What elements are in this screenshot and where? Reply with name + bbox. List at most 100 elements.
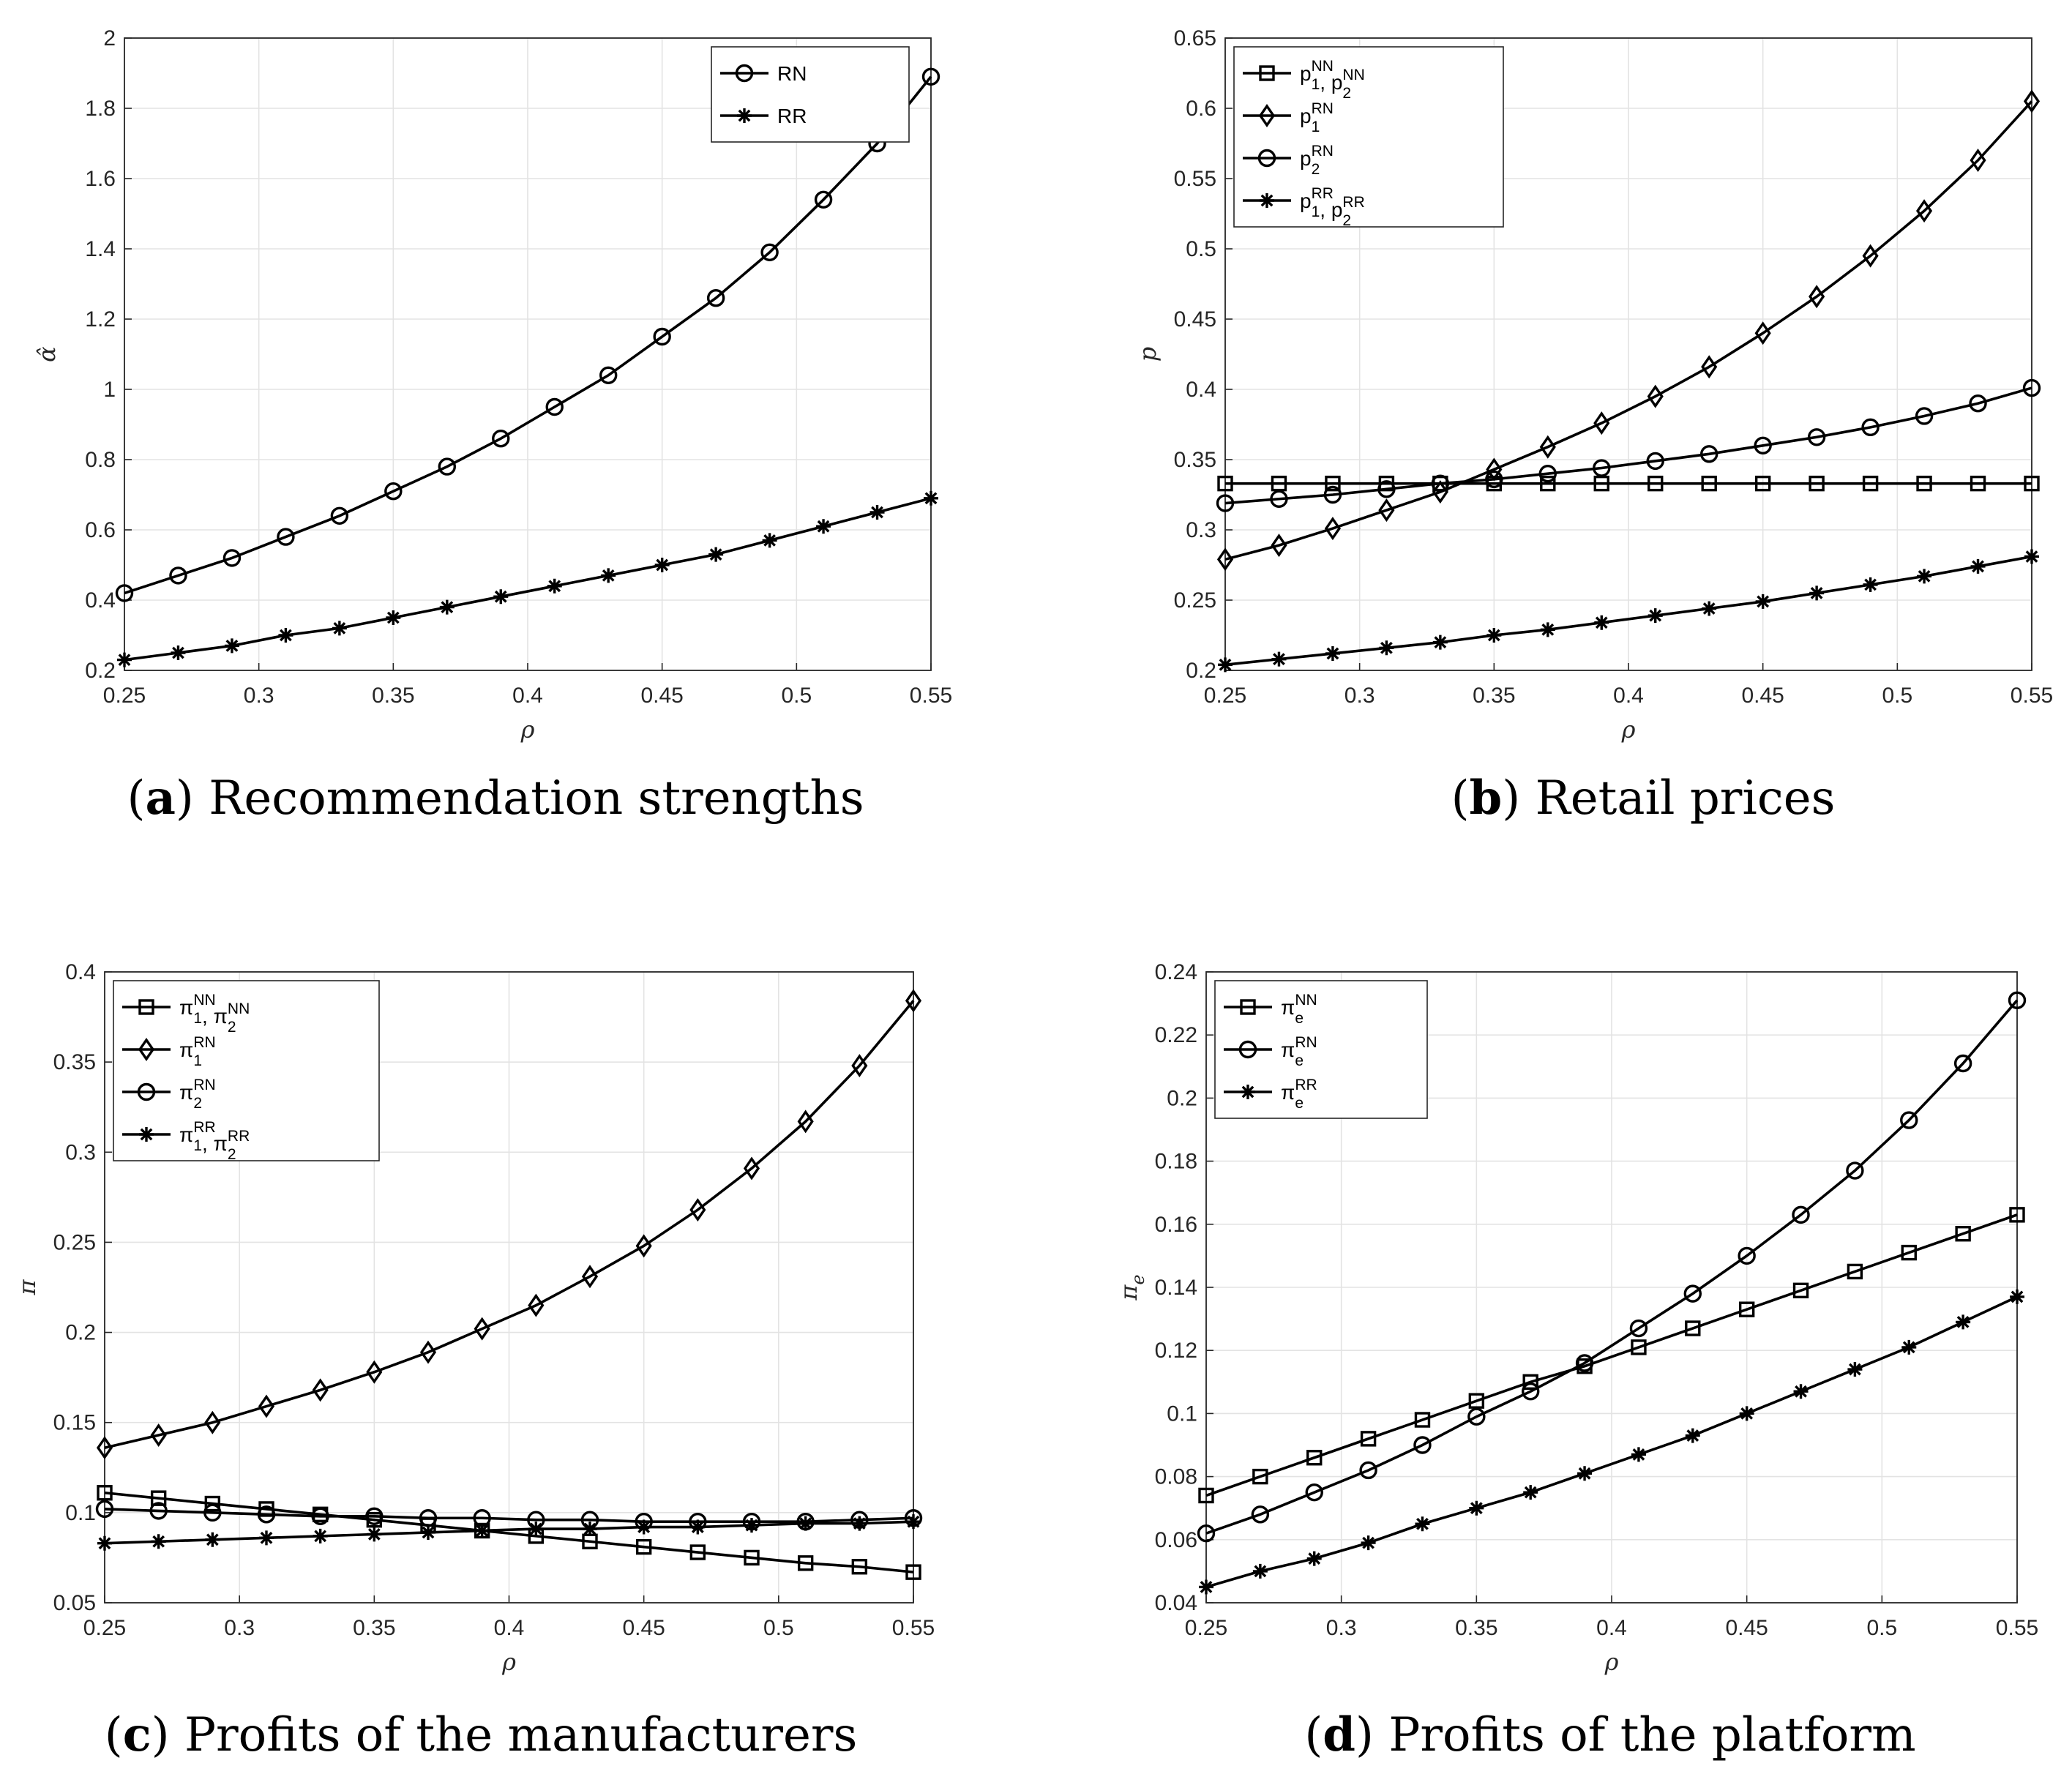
data-point <box>1738 1301 1755 1317</box>
data-point <box>744 1549 760 1566</box>
series-line <box>1224 555 2032 667</box>
x-tick-label: 0.5 <box>1882 684 1912 708</box>
data-point <box>386 610 401 625</box>
x-tick-label: 0.4 <box>1613 684 1644 708</box>
data-point <box>1861 418 1880 437</box>
x-tick-label: 0.35 <box>372 684 414 708</box>
legend-sub: 1 <box>1312 119 1320 135</box>
data-point <box>1378 498 1395 523</box>
data-point <box>1701 355 1718 379</box>
legend-marker <box>137 1082 156 1101</box>
data-point <box>365 1507 384 1525</box>
data-point <box>313 1528 328 1543</box>
legend-sub: 1 <box>193 1010 202 1027</box>
data-point <box>1523 1485 1538 1500</box>
data-point <box>205 1532 220 1547</box>
data-point <box>816 519 831 534</box>
series-line <box>1205 999 2019 1535</box>
data-point <box>851 1559 868 1575</box>
data-point <box>1809 585 1825 601</box>
series-line <box>1224 386 2032 505</box>
data-point <box>1809 285 1825 309</box>
data-point <box>654 558 670 572</box>
legend-marker <box>1260 193 1274 208</box>
y-tick-label: 0.05 <box>53 1591 96 1615</box>
data-point <box>797 1555 814 1571</box>
plot-frame <box>1224 37 2032 671</box>
x-tick-label: 0.3 <box>1326 1616 1357 1640</box>
data-point <box>1218 657 1233 673</box>
data-point <box>421 1524 435 1540</box>
data-point <box>1846 1161 1864 1180</box>
data-point <box>1629 1319 1648 1338</box>
legend-sub: 2 <box>228 1019 236 1036</box>
data-point <box>169 566 187 585</box>
data-point <box>636 1519 651 1535</box>
data-point <box>1647 608 1663 624</box>
data-point <box>906 1514 921 1530</box>
y-tick-label: 0.22 <box>1155 1023 1197 1047</box>
data-point <box>312 1378 329 1402</box>
data-point <box>528 1293 545 1317</box>
data-point <box>1685 1320 1701 1336</box>
y-tick-label: 0.65 <box>1174 26 1216 50</box>
data-point <box>149 1502 168 1520</box>
data-point <box>1432 635 1448 650</box>
data-point <box>2023 89 2041 113</box>
y-tick-label: 0.04 <box>1155 1591 1197 1615</box>
data-point <box>1324 517 1341 541</box>
y-tick-label: 1.2 <box>85 307 116 332</box>
data-point <box>1969 394 1987 413</box>
legend-entry: pNN 1, pNN 2 <box>1243 58 1365 102</box>
data-point <box>367 1527 382 1542</box>
legend-sub: 2 <box>1342 85 1351 102</box>
y-tick-label: 2 <box>103 26 116 50</box>
data-point <box>1539 435 1556 459</box>
data-point <box>1271 534 1287 558</box>
data-point <box>203 1503 222 1522</box>
data-point <box>204 1410 221 1434</box>
legend-label: πRN 2 <box>179 1077 216 1112</box>
data-point <box>1847 1263 1863 1280</box>
legend-marker <box>138 1038 155 1061</box>
data-point <box>117 652 132 667</box>
y-tick-label: 1.4 <box>85 237 116 261</box>
series-πe^RR <box>1199 1289 2024 1595</box>
y-tick-label: 0.4 <box>1186 378 1216 402</box>
data-point <box>150 1423 167 1447</box>
data-point <box>1486 628 1502 643</box>
legend-label: πRN e <box>1281 1034 1317 1069</box>
data-point <box>1379 640 1394 656</box>
legend-marker <box>1259 65 1275 81</box>
legend-label: pRR 1, pRR 2 <box>1300 185 1365 229</box>
data-point <box>1467 1407 1486 1426</box>
legend-label: πRN 1 <box>179 1034 216 1069</box>
data-point <box>1970 475 1986 492</box>
x-tick-label: 0.3 <box>244 684 274 708</box>
data-point <box>1901 1244 1917 1261</box>
y-tick-label: 1 <box>103 378 116 402</box>
data-point <box>1915 407 1934 425</box>
data-point <box>1793 1384 1809 1399</box>
data-point <box>921 67 940 86</box>
legend-sub: 2 <box>1342 212 1351 229</box>
data-point <box>706 289 725 307</box>
legend-label: πNN e <box>1281 992 1317 1027</box>
x-tick-label: 0.25 <box>83 1616 126 1640</box>
data-point <box>528 1522 544 1537</box>
legend-entry: pRN 1 <box>1243 100 1334 135</box>
data-point <box>1575 1354 1594 1372</box>
data-point <box>1431 474 1450 493</box>
y-axis-label: α̂ <box>33 346 61 362</box>
data-point <box>814 190 833 209</box>
y-axis-label: πe <box>1115 1274 1148 1301</box>
data-point <box>1755 594 1770 609</box>
data-point <box>1540 622 1555 637</box>
x-tick-label: 0.4 <box>494 1616 525 1640</box>
data-point <box>1306 1450 1323 1466</box>
data-point <box>222 549 242 567</box>
legend-label: πRR 1, πRR 2 <box>179 1119 250 1163</box>
legend: πNN e πRN e πRR e <box>1214 980 1428 1119</box>
